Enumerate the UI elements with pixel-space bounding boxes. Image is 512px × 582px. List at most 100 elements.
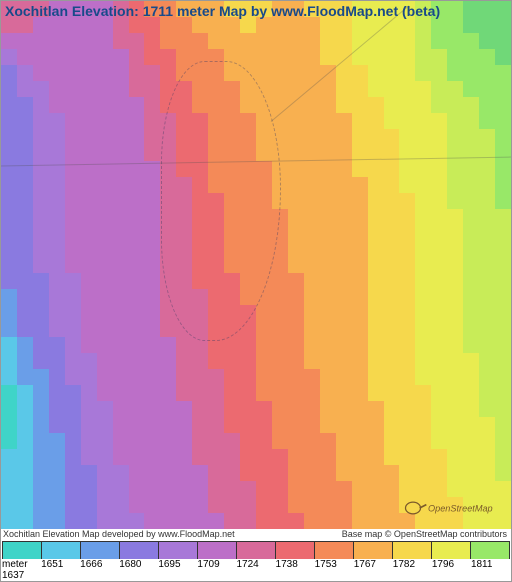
elevation-cell xyxy=(160,353,176,369)
elevation-cell xyxy=(129,81,145,97)
elevation-cell xyxy=(256,481,272,497)
elevation-cell xyxy=(320,369,336,385)
elevation-cell xyxy=(463,433,479,449)
elevation-cell xyxy=(368,17,384,33)
elevation-cell xyxy=(463,161,479,177)
elevation-cell xyxy=(447,401,463,417)
elevation-cell xyxy=(256,65,272,81)
elevation-cell xyxy=(399,257,415,273)
elevation-cell xyxy=(81,241,97,257)
elevation-cell xyxy=(272,513,288,529)
elevation-cell xyxy=(352,17,368,33)
elevation-cell xyxy=(352,97,368,113)
elevation-cell xyxy=(431,17,447,33)
elevation-cell xyxy=(113,65,129,81)
elevation-cell xyxy=(176,465,192,481)
elevation-cell xyxy=(431,257,447,273)
elevation-cell xyxy=(97,33,113,49)
elevation-cell xyxy=(479,17,495,33)
openstreetmap-logo: OpenStreetMap xyxy=(403,498,503,523)
elevation-cell xyxy=(304,177,320,193)
elevation-cell xyxy=(352,353,368,369)
elevation-cell xyxy=(129,385,145,401)
elevation-cell xyxy=(352,177,368,193)
elevation-cell xyxy=(113,209,129,225)
elevation-cell xyxy=(399,385,415,401)
elevation-cell xyxy=(336,241,352,257)
elevation-cell xyxy=(304,353,320,369)
elevation-cell xyxy=(17,417,33,433)
elevation-cell xyxy=(495,321,511,337)
elevation-cell xyxy=(129,225,145,241)
elevation-cell xyxy=(65,465,81,481)
elevation-cell xyxy=(129,337,145,353)
elevation-cell xyxy=(33,337,49,353)
elevation-cell xyxy=(192,385,208,401)
elevation-cell xyxy=(65,177,81,193)
elevation-cell xyxy=(49,129,65,145)
elevation-cell xyxy=(447,241,463,257)
elevation-cell xyxy=(447,225,463,241)
elevation-cell xyxy=(1,289,17,305)
elevation-cell xyxy=(65,145,81,161)
elevation-cell xyxy=(240,449,256,465)
elevation-cell xyxy=(320,257,336,273)
elevation-cell xyxy=(272,449,288,465)
elevation-cell xyxy=(368,257,384,273)
elevation-cell xyxy=(192,449,208,465)
elevation-cell xyxy=(447,321,463,337)
elevation-cell xyxy=(1,209,17,225)
elevation-cell xyxy=(129,65,145,81)
elevation-cell xyxy=(17,305,33,321)
elevation-cell xyxy=(272,481,288,497)
elevation-cell xyxy=(399,161,415,177)
elevation-cell xyxy=(304,65,320,81)
elevation-cell xyxy=(288,417,304,433)
elevation-cell xyxy=(399,433,415,449)
elevation-cell xyxy=(81,353,97,369)
elevation-cell xyxy=(97,417,113,433)
legend-swatch xyxy=(120,542,159,559)
elevation-cell xyxy=(49,337,65,353)
elevation-cell xyxy=(368,337,384,353)
elevation-cell xyxy=(144,113,160,129)
elevation-cell xyxy=(49,497,65,513)
elevation-cell xyxy=(129,257,145,273)
elevation-cell xyxy=(192,33,208,49)
elevation-cell xyxy=(113,449,129,465)
elevation-cell xyxy=(495,289,511,305)
elevation-cell xyxy=(336,321,352,337)
elevation-cell xyxy=(17,321,33,337)
elevation-cell xyxy=(288,337,304,353)
elevation-cell xyxy=(304,33,320,49)
elevation-cell xyxy=(97,289,113,305)
elevation-cell xyxy=(113,417,129,433)
elevation-cell xyxy=(384,481,400,497)
elevation-cell xyxy=(240,385,256,401)
elevation-cell xyxy=(144,369,160,385)
legend-value: 1680 xyxy=(119,559,158,581)
elevation-cell xyxy=(256,49,272,65)
elevation-cell xyxy=(129,97,145,113)
elevation-cell xyxy=(495,305,511,321)
elevation-cell xyxy=(399,113,415,129)
elevation-cell xyxy=(288,385,304,401)
legend-swatch xyxy=(42,542,81,559)
elevation-cell xyxy=(17,257,33,273)
elevation-cell xyxy=(144,465,160,481)
elevation-cell xyxy=(65,129,81,145)
legend-value: 1767 xyxy=(354,559,393,581)
elevation-cell xyxy=(240,369,256,385)
elevation-cell xyxy=(463,177,479,193)
elevation-cell xyxy=(17,353,33,369)
elevation-cell xyxy=(33,225,49,241)
elevation-cell xyxy=(81,145,97,161)
elevation-cell xyxy=(384,33,400,49)
elevation-cell xyxy=(288,433,304,449)
elevation-cell xyxy=(495,209,511,225)
elevation-cell xyxy=(113,497,129,513)
legend-value: 1738 xyxy=(276,559,315,581)
elevation-cell xyxy=(463,273,479,289)
elevation-cell xyxy=(113,97,129,113)
elevation-cell xyxy=(65,337,81,353)
